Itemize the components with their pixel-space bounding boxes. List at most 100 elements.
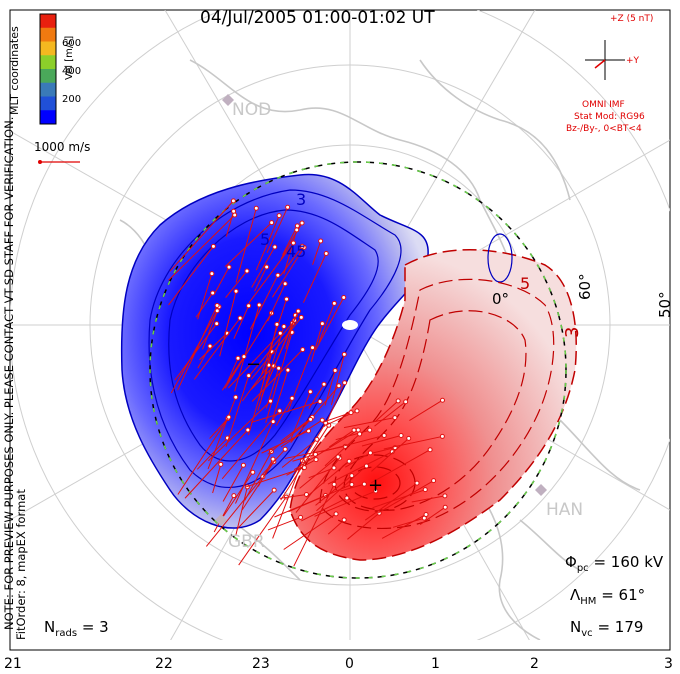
velocity-vector — [223, 472, 254, 517]
velocity-vector — [361, 435, 402, 447]
vector-origin — [318, 238, 324, 244]
velocity-vector — [340, 483, 365, 492]
velocity-vector — [249, 274, 279, 330]
velocity-vector — [224, 312, 272, 389]
contour-label-45: 45 — [286, 242, 307, 261]
mlt-tick-22: 22 — [155, 656, 173, 672]
velocity-vector — [323, 382, 346, 428]
velocity-vector — [235, 486, 248, 536]
velocity-vector — [212, 464, 222, 494]
cross-polar-potential: Φpc = 160 kV — [565, 553, 664, 574]
velocity-colorbar — [39, 13, 57, 125]
vector-origin — [381, 432, 387, 438]
vector-origin — [231, 493, 237, 499]
velocity-vector — [236, 489, 275, 530]
vector-origin — [346, 458, 352, 464]
vector-origin — [275, 272, 281, 278]
vector-origin — [282, 281, 288, 287]
vector-origin — [285, 367, 291, 373]
vector-origin — [349, 473, 355, 479]
vector-origin — [335, 454, 341, 460]
vector-origin — [307, 389, 313, 395]
velocity-vector — [250, 401, 321, 423]
vector-origin — [226, 414, 232, 420]
velocity-vector — [170, 310, 218, 394]
velocity-vector — [315, 475, 353, 506]
velocity-vector — [299, 456, 339, 489]
velocity-vector — [419, 506, 446, 525]
vector-origin — [342, 380, 348, 386]
velocity-vector — [293, 484, 335, 567]
vector-origin — [332, 368, 338, 374]
vector-origin — [373, 488, 379, 494]
vector-origin — [207, 343, 213, 349]
colorbar-tick-200: 200 — [62, 94, 82, 105]
velocity-vector — [254, 266, 268, 292]
vector-origin — [323, 251, 329, 257]
colorbar-swatch — [40, 41, 56, 56]
vector-origin — [308, 416, 314, 422]
velocity-vector — [308, 467, 335, 479]
vector-origin — [272, 244, 278, 250]
velocity-vector — [287, 347, 314, 413]
vector-origin — [226, 264, 232, 270]
velocity-vector — [208, 400, 271, 462]
vector-origin — [361, 481, 367, 487]
vector-origin — [349, 481, 355, 487]
vector-origin — [423, 511, 429, 517]
velocity-vector — [177, 416, 230, 495]
vector-origin — [233, 394, 239, 400]
vector-origin — [230, 198, 236, 204]
velocity-vector — [271, 369, 289, 421]
vector-origin — [442, 504, 448, 510]
vector-origin — [422, 487, 428, 493]
vector-origin — [341, 517, 347, 523]
velocity-vector — [370, 447, 396, 455]
vector-origin — [270, 419, 276, 425]
vector-count: Nvc = 179 — [570, 618, 644, 639]
mlt-tick-0: 0 — [345, 656, 354, 672]
vector-origin — [321, 381, 327, 387]
vector-origin — [237, 315, 243, 321]
latitude-label-50: 50° — [656, 291, 674, 318]
vector-origin — [341, 351, 347, 357]
velocity-vector — [374, 400, 399, 422]
vector-origin — [300, 347, 306, 353]
velocity-vector — [267, 283, 286, 322]
contour-label-3b: 3 — [562, 326, 583, 338]
velocity-vector — [283, 229, 298, 275]
vector-origin — [331, 300, 337, 306]
velocity-vector — [169, 200, 234, 272]
velocity-vector — [199, 332, 228, 361]
velocity-vector — [281, 438, 318, 468]
vector-origin — [313, 457, 319, 463]
vector-origin — [250, 469, 256, 475]
vector-origin — [277, 408, 283, 414]
velocity-vector — [327, 519, 345, 535]
vector-origin — [299, 243, 305, 249]
velocity-vector — [343, 417, 395, 429]
imf-y-label: +Y — [626, 56, 640, 66]
velocity-vector — [249, 320, 295, 376]
imf-condition: Bz-/By-, 0<BT<4 — [566, 124, 642, 134]
imf-dial — [585, 40, 625, 80]
station-markers — [215, 94, 547, 526]
vector-origin — [210, 243, 216, 249]
vector-origin — [354, 408, 360, 414]
vector-origin — [290, 240, 296, 246]
fit-order: FitOrder: 8, mapEX format — [14, 489, 28, 640]
colorbar-tick-400: 400 — [62, 66, 82, 77]
velocity-vector — [238, 496, 287, 566]
vector-origin — [233, 288, 239, 294]
velocity-vector — [196, 437, 228, 470]
vector-origin — [235, 355, 241, 361]
vector-origin — [439, 397, 445, 403]
velocity-vector — [251, 246, 276, 288]
velocity-vector — [205, 476, 264, 547]
velocity-vector — [344, 452, 371, 468]
vector-origin — [367, 427, 373, 433]
velocity-vector — [226, 358, 239, 383]
velocity-vector — [197, 345, 211, 369]
plot-title: 04/Jul/2005 01:00-01:02 UT — [200, 8, 435, 28]
velocity-vector — [292, 453, 316, 462]
